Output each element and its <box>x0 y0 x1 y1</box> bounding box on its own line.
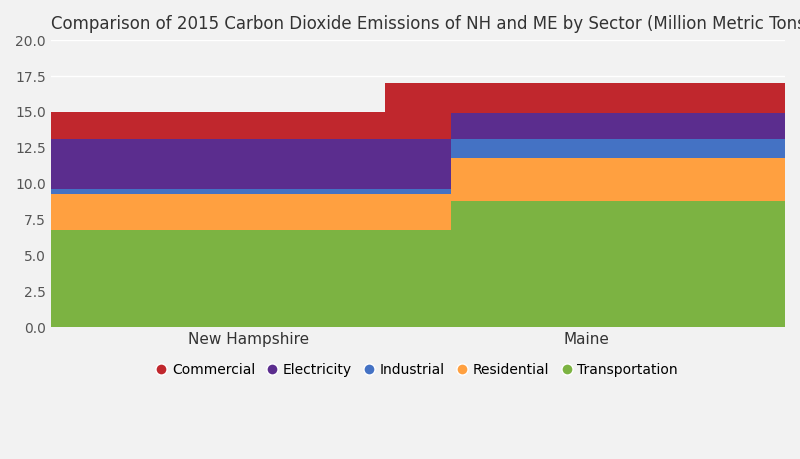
Bar <box>47 194 451 230</box>
Bar <box>385 83 789 113</box>
Bar <box>385 113 789 139</box>
Bar <box>47 112 451 139</box>
Bar <box>47 190 451 194</box>
Bar <box>385 201 789 327</box>
Bar <box>385 158 789 201</box>
Legend: Commercial, Electricity, Industrial, Residential, Transportation: Commercial, Electricity, Industrial, Res… <box>151 356 685 384</box>
Bar <box>385 139 789 158</box>
Bar <box>47 230 451 327</box>
Bar <box>47 139 451 190</box>
Text: Comparison of 2015 Carbon Dioxide Emissions of NH and ME by Sector (Million Metr: Comparison of 2015 Carbon Dioxide Emissi… <box>50 15 800 33</box>
